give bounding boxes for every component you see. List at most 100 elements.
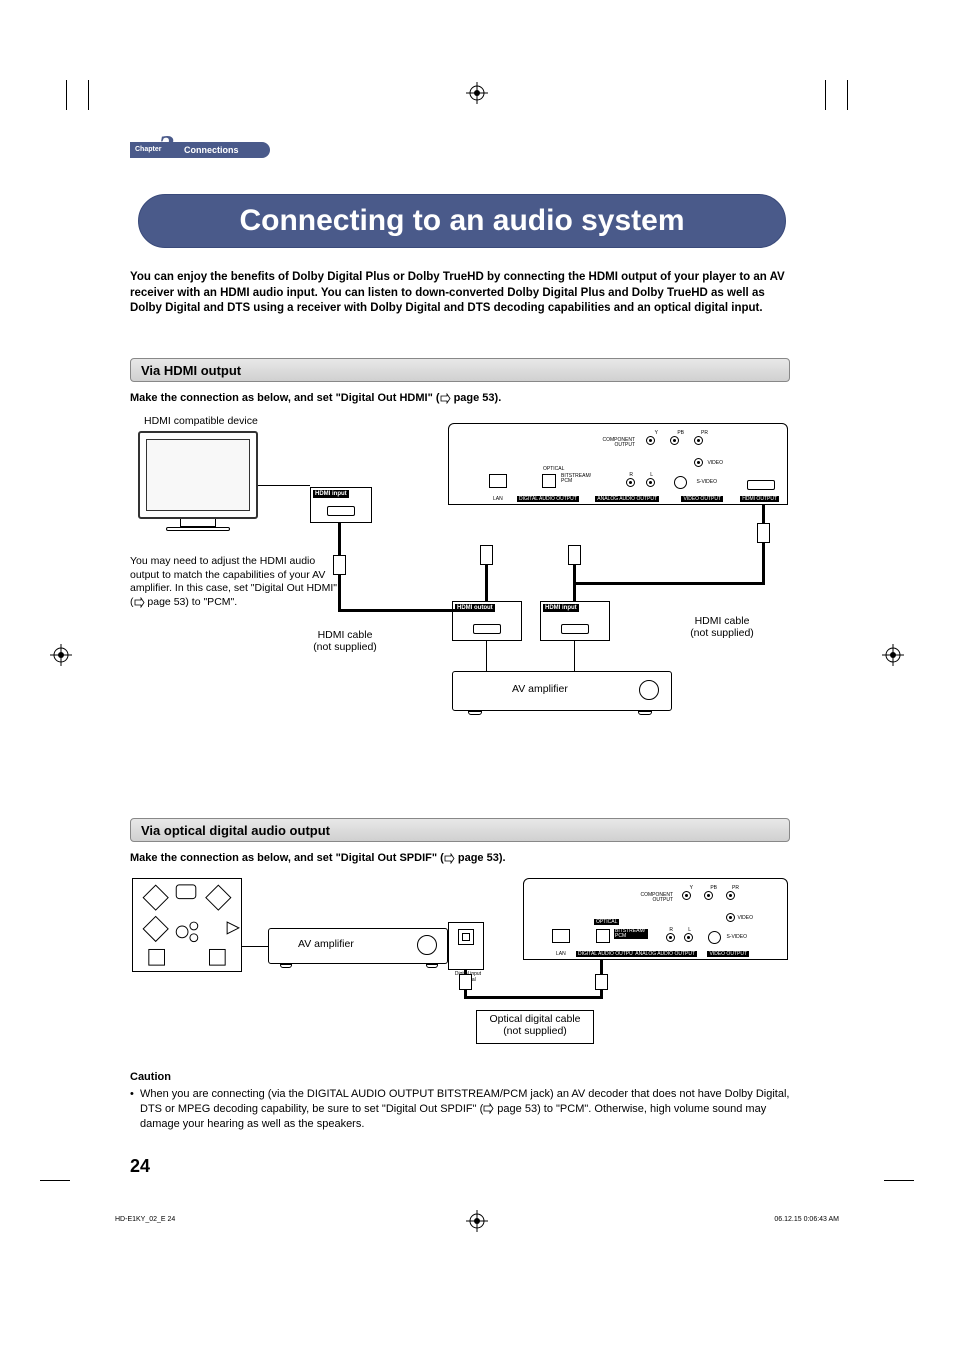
component-output-label: COMPONENT OUTPUT xyxy=(633,893,673,903)
component-output-label: COMPONENT OUTPUT xyxy=(595,438,635,448)
port-r-icon xyxy=(626,478,635,487)
hdmi-cable-line xyxy=(762,505,765,585)
hdmi-cable-label-right: HDMI cable (not supplied) xyxy=(682,615,762,639)
analog-audio-label: ANALOG AUDIO OUTPUT xyxy=(633,951,697,957)
optical-cable-line xyxy=(464,996,602,999)
section-heading-hdmi-text: Via HDMI output xyxy=(141,363,241,378)
crop-mark xyxy=(88,80,89,110)
tv-base-icon xyxy=(166,527,230,531)
player-back-panel: COMPONENT OUTPUT Y PB PR VIDEO OPTICAL B… xyxy=(448,423,788,505)
not-supplied-text: (not supplied) xyxy=(503,1025,567,1037)
registration-mark-icon xyxy=(466,82,488,104)
optical-label: OPTICAL xyxy=(543,466,564,472)
hdmi-cable-line xyxy=(485,565,488,601)
optical-instruction: Make the connection as below, and set "D… xyxy=(130,852,506,864)
optical-port-icon xyxy=(458,929,474,945)
hdmi-output-label: HDMI OUTPUT xyxy=(740,496,779,502)
port-r-icon xyxy=(666,933,675,942)
page-number: 24 xyxy=(130,1156,150,1177)
hdmi-connector-icon xyxy=(757,523,770,543)
port-y-label: Y xyxy=(655,430,658,436)
optical-port-icon xyxy=(542,474,556,488)
hdmi-note: You may need to adjust the HDMI audio ou… xyxy=(130,555,340,610)
hdmi-connector-icon xyxy=(480,545,493,565)
amp-hdmi-output-box: HDMI output xyxy=(452,601,522,641)
connection-line xyxy=(574,641,575,671)
digital-audio-label: DIGITAL AUDIO OUTPUT xyxy=(517,496,579,502)
amp-hdmi-input-label: HDMI input xyxy=(543,604,579,612)
amp-optical-input-box xyxy=(448,922,484,970)
crop-mark xyxy=(847,80,848,110)
optical-instruction-prefix: Make the connection as below, and set "D… xyxy=(130,852,444,864)
bitstream-label: BITSTREAM/ PCM xyxy=(614,929,648,939)
footer-right: 06.12.15 0:06:43 AM xyxy=(774,1216,839,1223)
port-l-label: L xyxy=(688,927,691,933)
tv-stand-icon xyxy=(180,519,216,527)
svideo-port-icon xyxy=(674,476,687,489)
port-r-label: R xyxy=(629,472,633,478)
not-supplied-text: (not supplied) xyxy=(313,641,377,653)
port-pb-icon xyxy=(670,436,679,445)
svideo-label: S-VIDEO xyxy=(726,934,747,940)
footer-left: HD-E1KY_02_E 24 xyxy=(115,1216,175,1223)
hdmi-device-label: HDMI compatible device xyxy=(144,415,258,427)
optical-label: OPTICAL xyxy=(594,919,619,925)
pointer-icon xyxy=(483,1103,494,1114)
connection-line xyxy=(242,946,268,947)
av-amplifier-label: AV amplifier xyxy=(512,683,568,695)
lan-label: LAN xyxy=(556,951,566,957)
port-video-label: VIDEO xyxy=(737,915,753,921)
port-y-icon xyxy=(682,891,691,900)
caution-body: When you are connecting (via the DIGITAL… xyxy=(140,1087,790,1132)
registration-mark-icon xyxy=(466,1210,488,1232)
digital-audio-label: DIGITAL AUDIO OUTPUT xyxy=(576,951,638,957)
section-heading-optical: Via optical digital audio output xyxy=(130,818,790,842)
port-video-icon xyxy=(726,913,735,922)
registration-mark-icon xyxy=(882,644,904,666)
lan-port-icon xyxy=(489,474,507,488)
section-heading-optical-text: Via optical digital audio output xyxy=(141,823,330,838)
crop-mark xyxy=(40,1180,70,1181)
hdmi-port-icon xyxy=(561,624,589,634)
port-l-label: L xyxy=(650,472,653,478)
pointer-icon xyxy=(440,393,451,404)
analog-audio-label: ANALOG AUDIO OUTPUT xyxy=(595,496,659,502)
port-pr-label: PR xyxy=(701,430,708,436)
hdmi-connector-icon xyxy=(333,555,346,575)
tv-hdmi-input-box: HDMI input xyxy=(310,487,372,523)
amp-foot-icon xyxy=(638,711,652,715)
chapter-number: 2 xyxy=(158,128,174,165)
caution-block: Caution • When you are connecting (via t… xyxy=(130,1070,790,1131)
page-title-pill: Connecting to an audio system xyxy=(138,194,786,248)
amp-hdmi-input-box: HDMI input xyxy=(540,601,610,641)
optical-port-icon xyxy=(596,929,610,943)
hdmi-connector-icon xyxy=(568,545,581,565)
svideo-port-icon xyxy=(708,931,721,944)
port-pb-icon xyxy=(704,891,713,900)
tv-hdmi-input-label: HDMI input xyxy=(313,490,349,498)
hdmi-note-suffix: page 53) to "PCM". xyxy=(145,596,238,608)
hdmi-cable-line xyxy=(338,609,486,612)
crop-mark xyxy=(825,80,826,110)
intro-paragraph: You can enjoy the benefits of Dolby Digi… xyxy=(130,270,790,317)
lan-label: LAN xyxy=(493,496,503,502)
port-video-icon xyxy=(694,458,703,467)
chapter-name: Connections xyxy=(184,145,239,155)
hdmi-cable-text: HDMI cable xyxy=(318,629,373,641)
optical-diagram: AV amplifier Digital input Optical COMPO… xyxy=(130,878,790,1078)
bitstream-label: BITSTREAM/ PCM xyxy=(561,474,593,484)
av-amplifier-label-2: AV amplifier xyxy=(298,938,354,950)
hdmi-instruction-suffix: page 53). xyxy=(451,392,502,404)
svideo-label: S-VIDEO xyxy=(696,479,717,485)
speaker-group-icon xyxy=(132,878,242,972)
port-y-label: Y xyxy=(690,885,693,891)
player-back-panel-2: COMPONENT OUTPUT Y PB PR VIDEO OPTICAL B… xyxy=(523,878,788,960)
amp-foot-icon xyxy=(426,964,438,968)
lan-port-icon xyxy=(552,929,570,943)
volume-knob-icon xyxy=(417,935,437,955)
port-pr-icon xyxy=(726,891,735,900)
volume-knob-icon xyxy=(639,680,659,700)
pointer-icon xyxy=(134,597,145,608)
hdmi-diagram: HDMI compatible device You may need to a… xyxy=(130,415,790,735)
video-output-label: VIDEO OUTPUT xyxy=(681,496,723,502)
